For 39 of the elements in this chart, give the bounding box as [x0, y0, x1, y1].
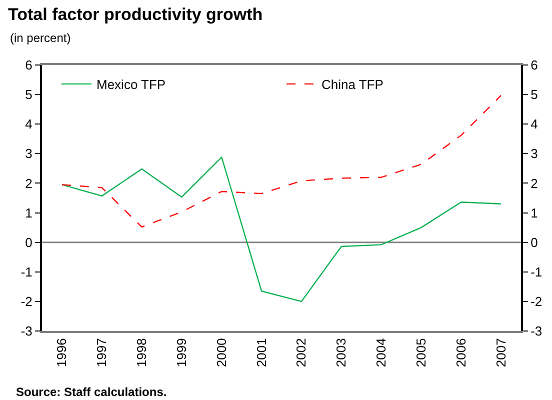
y2-tick-label: 2 — [530, 176, 538, 191]
y-tick-label: 3 — [25, 146, 32, 162]
y2-tick-label: 0 — [530, 234, 538, 250]
y-tick-label: 2 — [25, 176, 32, 191]
x-tick-label: 1998 — [134, 338, 150, 368]
source-note: Source: Staff calculations. — [16, 385, 167, 399]
x-tick-label: 2003 — [334, 338, 349, 368]
y2-tick-label: -2 — [530, 294, 542, 309]
y-tick-label: 5 — [25, 87, 32, 102]
x-tick-label: 2006 — [453, 338, 468, 368]
chart-subtitle: (in percent) — [10, 31, 71, 45]
legend-label: China TFP — [322, 77, 384, 92]
y2-tick-label: -3 — [530, 324, 542, 339]
x-tick-label: 2005 — [413, 338, 428, 368]
y-tick-label: -3 — [20, 324, 32, 339]
y-tick-label: 0 — [25, 234, 32, 250]
x-tick-label: 2002 — [294, 338, 309, 368]
line-series — [61, 156, 502, 302]
x-tick-label: 1997 — [94, 338, 110, 368]
y-tick-label: -1 — [20, 264, 32, 280]
y2-tick-label: -1 — [530, 264, 542, 280]
x-tick-label: 2000 — [214, 338, 229, 368]
y-tick-label: 4 — [25, 116, 32, 132]
line-series — [61, 94, 502, 228]
y-tick-label: -2 — [20, 294, 32, 309]
y2-tick-label: 1 — [530, 205, 538, 220]
legend-label: Mexico TFP — [96, 77, 166, 92]
x-tick-label: 1999 — [174, 338, 189, 368]
x-tick-label: 2004 — [374, 338, 389, 368]
x-tick-label: 2007 — [493, 338, 508, 368]
y2-tick-label: 3 — [530, 146, 538, 162]
y2-tick-label: 6 — [530, 58, 538, 73]
x-tick-label: 1996 — [54, 338, 70, 368]
x-tick-label: 2001 — [254, 338, 269, 368]
y2-tick-label: 4 — [530, 116, 538, 132]
y2-tick-label: 5 — [530, 87, 538, 102]
y-tick-label: 6 — [25, 58, 32, 73]
y-tick-label: 1 — [25, 205, 32, 220]
chart-title: Total factor productivity growth — [8, 4, 263, 24]
